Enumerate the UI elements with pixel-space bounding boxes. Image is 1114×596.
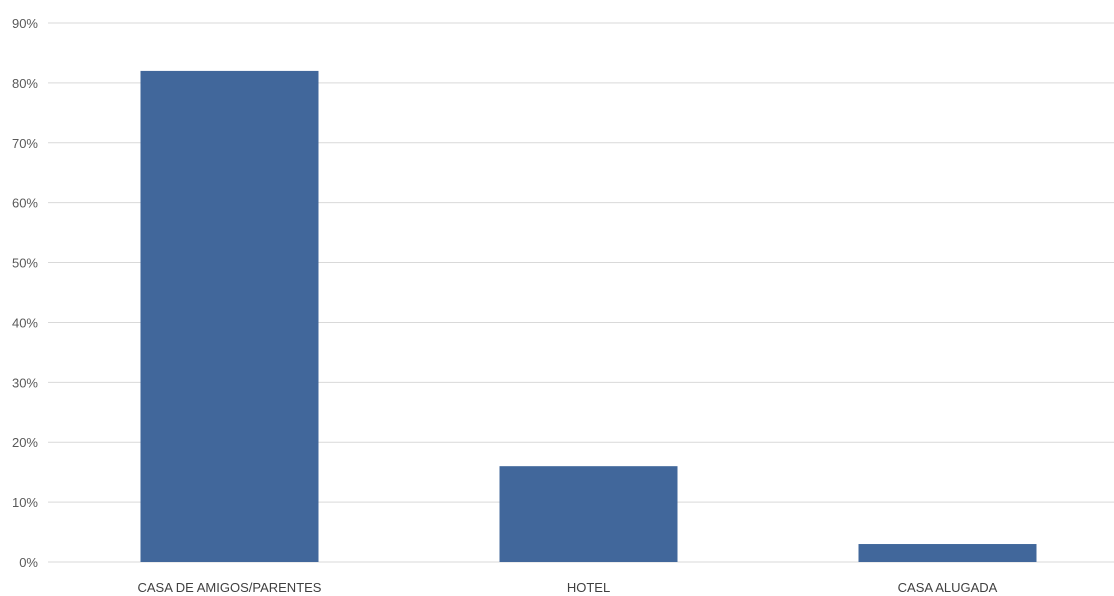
y-tick-label: 40%	[12, 315, 38, 330]
y-tick-label: 60%	[12, 196, 38, 211]
bar	[858, 544, 1037, 562]
y-tick-label: 80%	[12, 76, 38, 91]
bar	[140, 70, 319, 563]
y-axis-tick-labels: 0% 10% 20% 30% 40% 50% 60% 70% 80% 90%	[12, 16, 38, 570]
bars	[140, 70, 1037, 563]
y-tick-label: 30%	[12, 375, 38, 390]
bar	[499, 466, 678, 562]
x-category-label: CASA ALUGADA	[898, 580, 998, 595]
y-tick-label: 50%	[12, 256, 38, 271]
y-tick-label: 70%	[12, 136, 38, 151]
x-category-label: HOTEL	[567, 580, 610, 595]
x-category-label: CASA DE AMIGOS/PARENTES	[138, 580, 322, 595]
y-tick-label: 20%	[12, 435, 38, 450]
y-tick-label: 10%	[12, 495, 38, 510]
y-tick-label: 0%	[19, 555, 38, 570]
y-tick-label: 90%	[12, 16, 38, 31]
x-axis-category-labels: CASA DE AMIGOS/PARENTES HOTEL CASA ALUGADA	[138, 580, 998, 595]
